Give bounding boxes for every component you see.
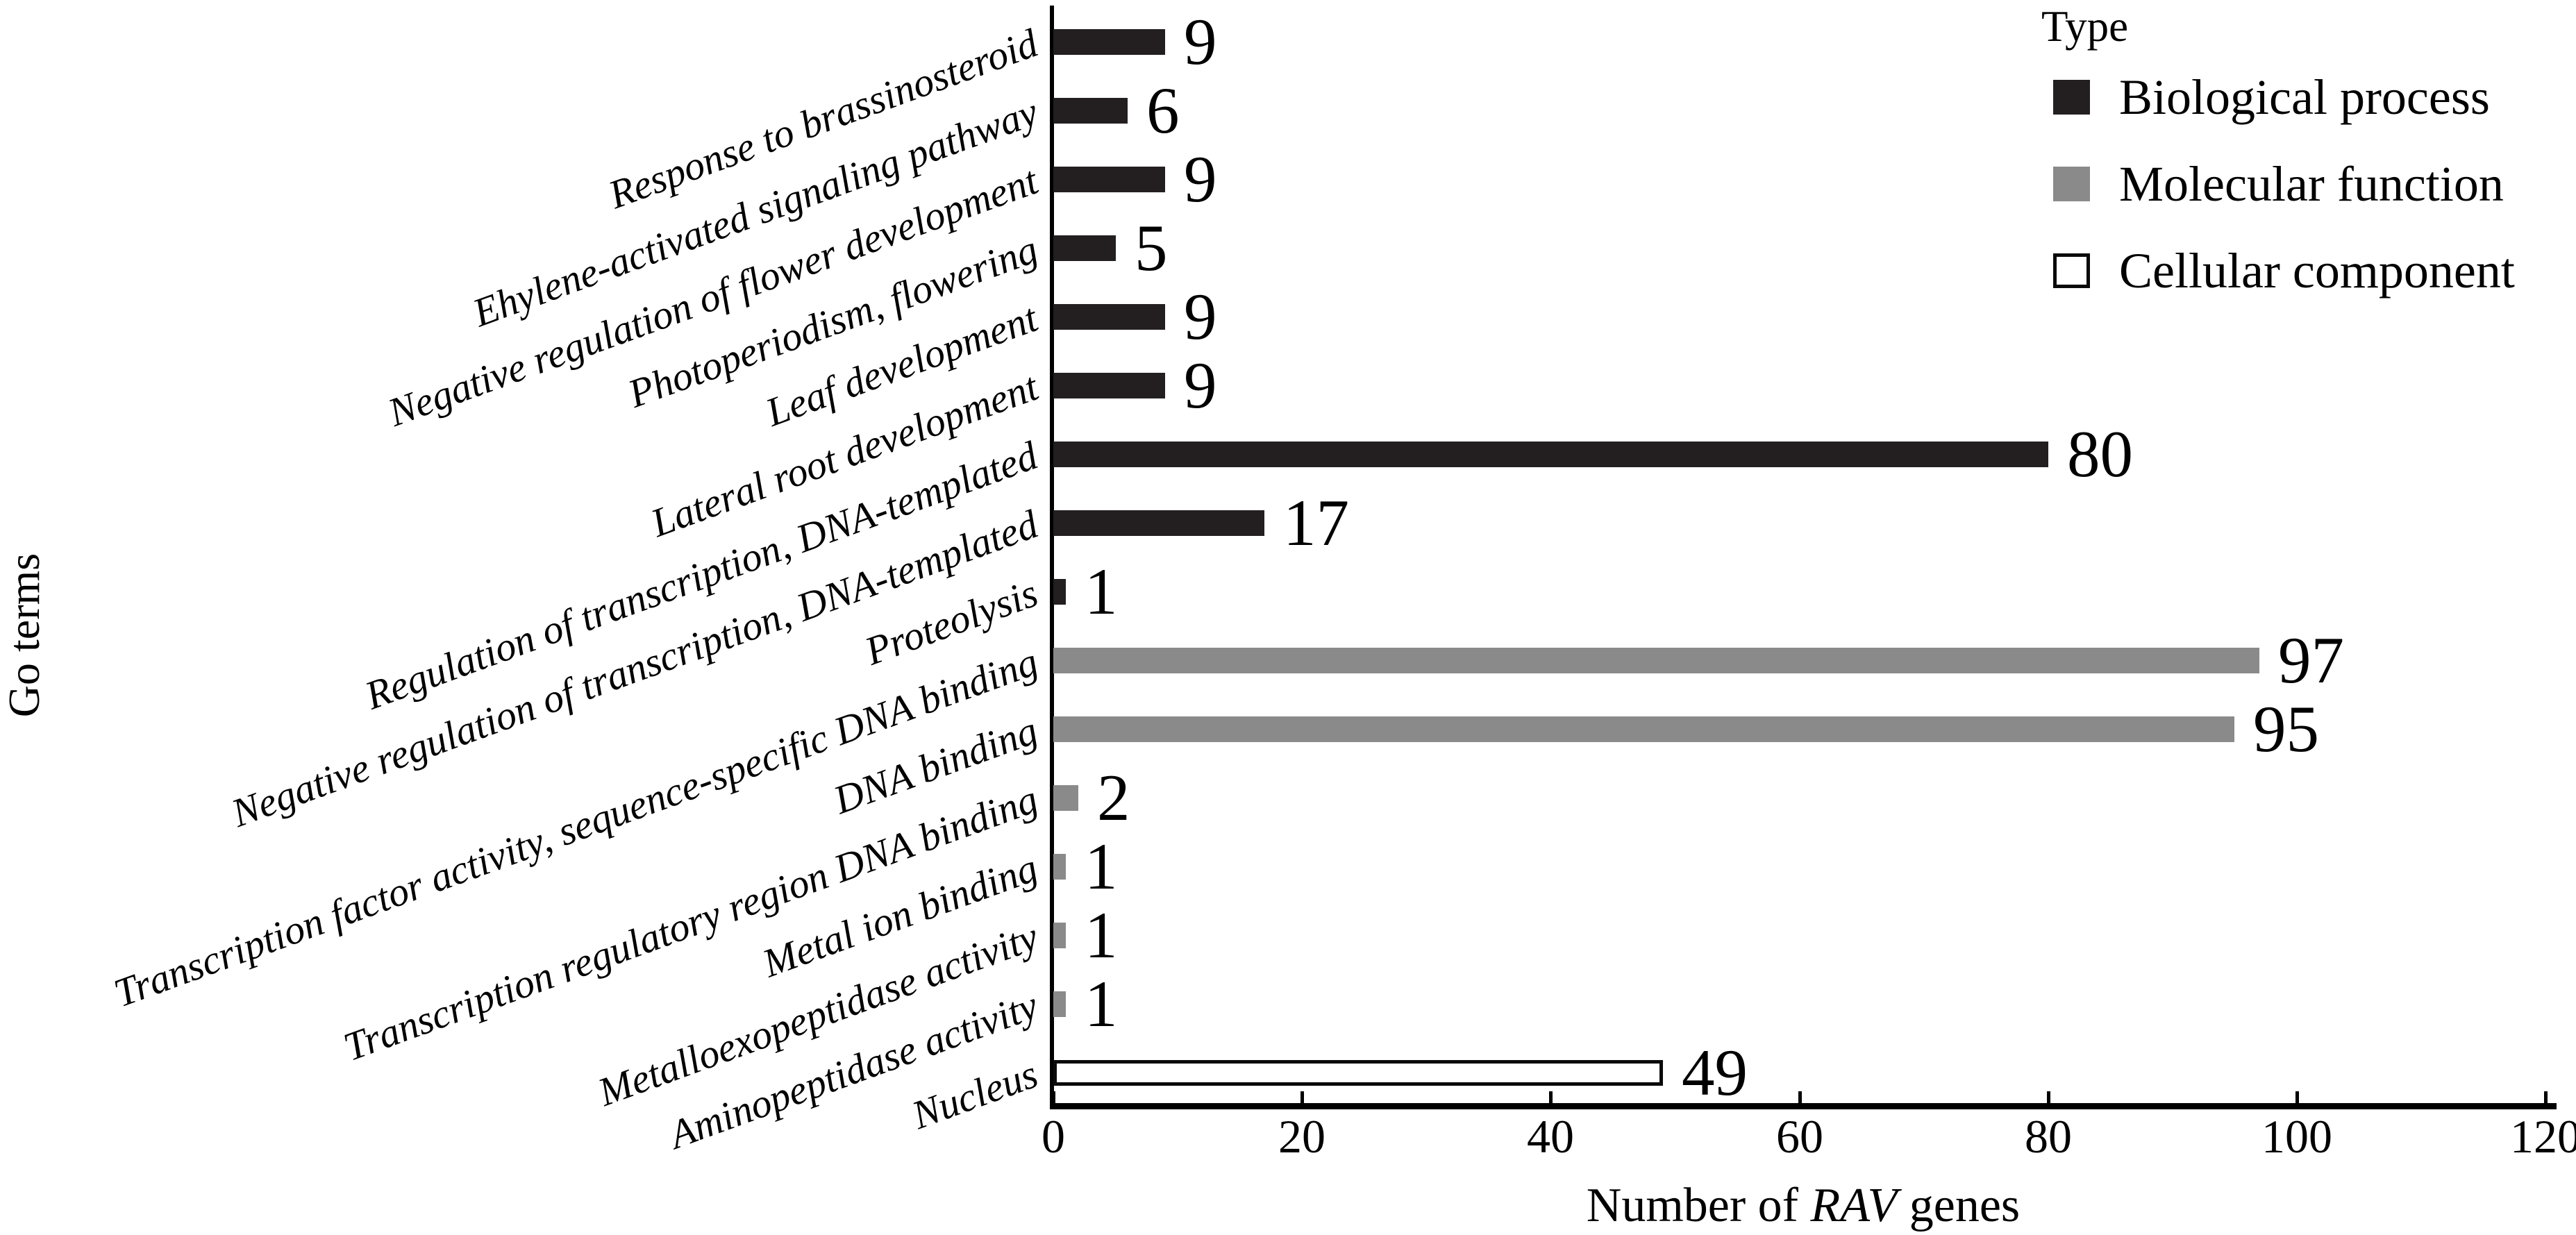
- bar-value-label: 49: [1682, 1036, 1748, 1109]
- bar: [1053, 29, 1165, 55]
- y-axis-line: [1050, 6, 1054, 1109]
- bar: [1053, 98, 1128, 124]
- x-axis-tick: [1300, 1091, 1304, 1103]
- x-axis-tick-label: 100: [2261, 1110, 2332, 1163]
- legend-swatch-molecular: [2053, 167, 2090, 201]
- bar: [1053, 854, 1066, 880]
- bar: [1053, 991, 1066, 1017]
- bar: [1053, 304, 1165, 330]
- legend-item: Biological process: [2053, 69, 2490, 125]
- legend-item-label: Cellular component: [2119, 243, 2515, 299]
- bar: [1053, 1060, 1663, 1086]
- x-axis-tick: [1052, 1091, 1055, 1103]
- x-axis-tick-label: 0: [1042, 1110, 1065, 1163]
- bar: [1053, 442, 2048, 467]
- y-axis-title: Go terms: [0, 553, 49, 718]
- bar-value-label: 97: [2278, 623, 2344, 697]
- bar-value-label: 1: [1085, 967, 1118, 1041]
- bar-value-label: 6: [1146, 74, 1180, 147]
- legend-item: Cellular component: [2053, 243, 2515, 299]
- bar: [1053, 579, 1066, 605]
- bar: [1053, 785, 1078, 811]
- bar: [1053, 716, 2234, 742]
- bar: [1053, 235, 1116, 261]
- legend-item: Molecular function: [2053, 156, 2504, 212]
- x-axis-title-gene-name: RAV: [1810, 1179, 1898, 1232]
- bar-value-label: 80: [2067, 417, 2133, 491]
- bar: [1053, 923, 1066, 948]
- bar-value-label: 9: [1184, 5, 1217, 78]
- bar-value-label: 9: [1184, 280, 1217, 353]
- bar-value-label: 1: [1085, 830, 1118, 903]
- legend-swatch-cellular: [2053, 253, 2090, 288]
- x-axis-tick: [2295, 1091, 2299, 1103]
- x-axis-tick: [2544, 1091, 2548, 1103]
- x-axis-line: [1050, 1103, 2557, 1109]
- x-axis-title-prefix: Number of: [1586, 1179, 1811, 1232]
- legend-item-label: Biological process: [2119, 69, 2490, 125]
- x-axis-title-suffix: genes: [1897, 1179, 2021, 1232]
- legend-title: Type: [2041, 2, 2129, 51]
- x-axis-tick: [2047, 1091, 2050, 1103]
- bar-value-label: 2: [1097, 761, 1130, 834]
- bar-value-label: 17: [1283, 486, 1349, 560]
- x-axis-tick-label: 40: [1527, 1110, 1574, 1163]
- bar-value-label: 9: [1184, 348, 1217, 422]
- bar-value-label: 95: [2253, 692, 2319, 766]
- bar: [1053, 648, 2259, 673]
- x-axis-tick-label: 20: [1278, 1110, 1325, 1163]
- x-axis-title: Number of RAV genes: [1050, 1177, 2557, 1235]
- bar: [1053, 167, 1165, 192]
- legend-swatch-biological: [2053, 80, 2090, 115]
- legend-item-label: Molecular function: [2119, 156, 2504, 212]
- x-axis-tick: [1549, 1091, 1553, 1103]
- bar: [1053, 373, 1165, 398]
- bar-value-label: 1: [1085, 898, 1118, 972]
- bar-value-label: 5: [1135, 211, 1168, 285]
- bar-value-label: 1: [1085, 555, 1118, 628]
- x-axis-tick-label: 120: [2510, 1110, 2576, 1163]
- x-axis-tick: [1798, 1091, 1802, 1103]
- bar: [1053, 510, 1264, 536]
- bar-value-label: 9: [1184, 142, 1217, 216]
- x-axis-tick-label: 60: [1776, 1110, 1823, 1163]
- x-axis-tick-label: 80: [2025, 1110, 2072, 1163]
